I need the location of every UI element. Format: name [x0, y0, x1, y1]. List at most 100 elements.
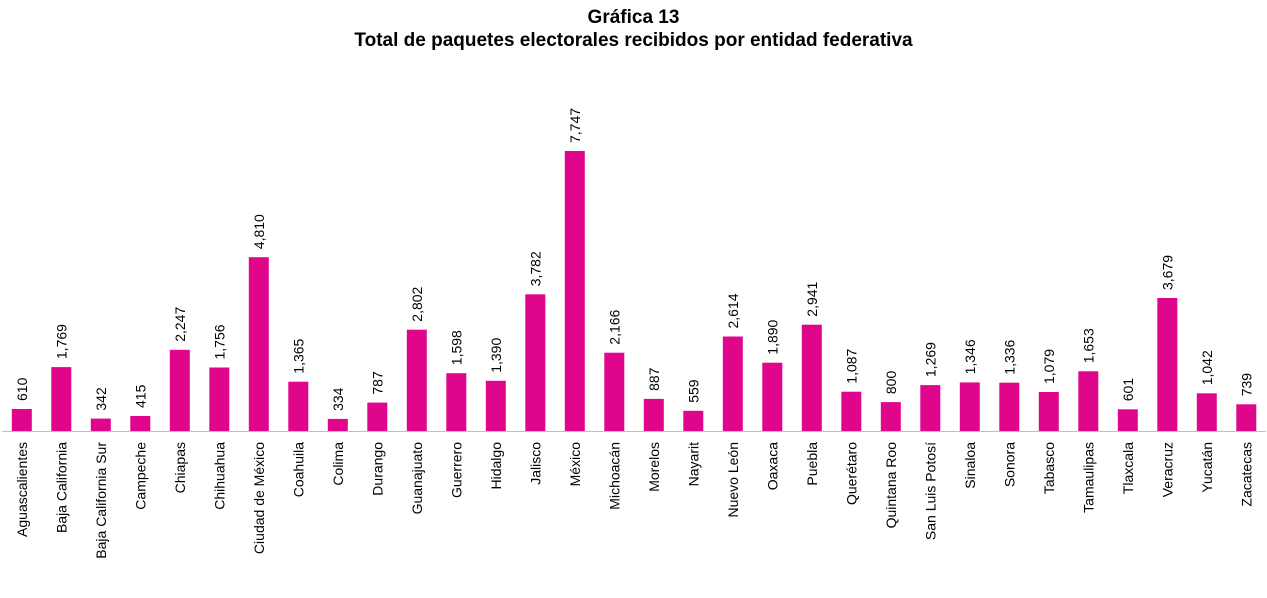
- bar-value-label: 610: [14, 377, 30, 401]
- x-tick-label: Morelos: [646, 442, 662, 492]
- x-tick-label: Chihuahua: [211, 442, 227, 510]
- bar: [920, 385, 941, 431]
- bar: [1078, 371, 1099, 431]
- bar-value-label: 1,346: [962, 339, 978, 374]
- bar-value-label: 559: [685, 379, 701, 403]
- bar: [446, 373, 467, 431]
- bar: [248, 257, 269, 431]
- x-tick-label: Coahuila: [290, 442, 306, 497]
- bar: [643, 398, 664, 431]
- bar: [485, 380, 506, 431]
- bar: [999, 382, 1020, 431]
- x-tick-label: Durango: [369, 442, 385, 496]
- chart-subtitle: Total de paquetes electorales recibidos …: [354, 30, 913, 51]
- bar: [367, 402, 388, 431]
- x-tick-label: Nayarit: [685, 442, 701, 486]
- bar-value-label: 1,336: [1001, 339, 1017, 374]
- bar-value-label: 2,614: [725, 293, 741, 328]
- bar-value-label: 3,782: [527, 251, 543, 286]
- x-tick-label: Puebla: [804, 442, 820, 486]
- x-tick-label: Hidalgo: [488, 442, 504, 490]
- bar: [1117, 409, 1138, 431]
- bar-value-label: 2,247: [172, 307, 188, 342]
- x-tick-label: Veracruz: [1159, 442, 1175, 497]
- bar: [722, 336, 743, 431]
- x-tick-label: Sinaloa: [962, 442, 978, 489]
- bar: [683, 410, 704, 431]
- bar: [1157, 298, 1178, 431]
- bar-value-label: 2,941: [804, 281, 820, 316]
- x-tick-label: Zacatecas: [1238, 442, 1254, 507]
- bar-value-label: 800: [883, 371, 899, 395]
- x-tick-label: Michoacán: [606, 442, 622, 510]
- bar-value-label: 3,679: [1159, 255, 1175, 290]
- x-tick-label: Tabasco: [1041, 442, 1057, 494]
- x-tick-label: Tlaxcala: [1120, 442, 1136, 494]
- bar-value-label: 7,747: [567, 108, 583, 143]
- x-tick-label: Querétaro: [843, 442, 859, 505]
- bar: [762, 362, 783, 431]
- bar: [11, 409, 32, 431]
- bar-value-label: 1,598: [448, 330, 464, 365]
- x-tick-label: Guanajuato: [409, 442, 425, 515]
- x-tick-label: Baja California Sur: [93, 442, 109, 559]
- bar-value-label: 739: [1238, 373, 1254, 397]
- bar-value-label: 601: [1120, 378, 1136, 402]
- bar: [1236, 404, 1257, 431]
- bar: [209, 367, 230, 431]
- bar-value-label: 787: [369, 371, 385, 395]
- bar-value-label: 4,810: [251, 214, 267, 249]
- x-tick-label: Baja California: [53, 442, 69, 533]
- bar: [130, 416, 151, 431]
- x-tick-label: Campeche: [132, 442, 148, 510]
- x-tick-label: Yucatán: [1199, 442, 1215, 493]
- bar-value-label: 1,769: [53, 324, 69, 359]
- bar: [288, 381, 309, 431]
- bar-value-label: 2,166: [606, 309, 622, 344]
- bar-value-label: 1,890: [764, 319, 780, 354]
- bar-value-label: 334: [330, 387, 346, 411]
- bar: [801, 324, 822, 431]
- bar: [169, 349, 190, 431]
- x-tick-label: Chiapas: [172, 442, 188, 493]
- bar: [604, 352, 625, 431]
- bar-value-label: 887: [646, 367, 662, 391]
- bar: [90, 418, 111, 431]
- x-tick-label: Oaxaca: [764, 442, 780, 490]
- x-tick-label: Quintana Roo: [883, 442, 899, 529]
- bar: [1196, 393, 1217, 431]
- bar-value-label: 1,390: [488, 338, 504, 373]
- x-tick-label: Sonora: [1001, 442, 1017, 487]
- bar-value-label: 342: [93, 387, 109, 411]
- x-tick-label: Tamaulipas: [1080, 442, 1096, 513]
- x-tick-label: Aguascalientes: [14, 442, 30, 537]
- bar-value-label: 1,365: [290, 338, 306, 373]
- bar: [959, 382, 980, 431]
- x-tick-label: Colima: [330, 442, 346, 486]
- bar: [1038, 392, 1059, 431]
- bar: [564, 151, 585, 431]
- bar: [51, 367, 72, 431]
- bar-value-label: 415: [132, 384, 148, 408]
- bar-value-label: 1,087: [843, 348, 859, 383]
- x-tick-label: Jalisco: [527, 442, 543, 485]
- chart-titles: Gráfica 13 Total de paquetes electorales…: [0, 6, 1267, 52]
- x-tick-label: Nuevo León: [725, 442, 741, 518]
- x-tick-label: Ciudad de México: [251, 442, 267, 554]
- bar: [406, 329, 427, 431]
- bar: [841, 391, 862, 431]
- bar-value-label: 1,653: [1080, 328, 1096, 363]
- chart-title: Gráfica 13: [587, 7, 680, 28]
- bar-value-label: 1,042: [1199, 350, 1215, 385]
- x-tick-label: Guerrero: [448, 442, 464, 498]
- bar: [525, 294, 546, 431]
- bar-value-label: 2,802: [409, 286, 425, 321]
- x-tick-label: San Luis Potosí: [922, 442, 938, 540]
- bar-value-label: 1,079: [1041, 349, 1057, 384]
- x-tick-label: México: [567, 442, 583, 487]
- bar-value-label: 1,269: [922, 342, 938, 377]
- bar-value-label: 1,756: [211, 324, 227, 359]
- bar: [327, 418, 348, 431]
- bar: [880, 402, 901, 431]
